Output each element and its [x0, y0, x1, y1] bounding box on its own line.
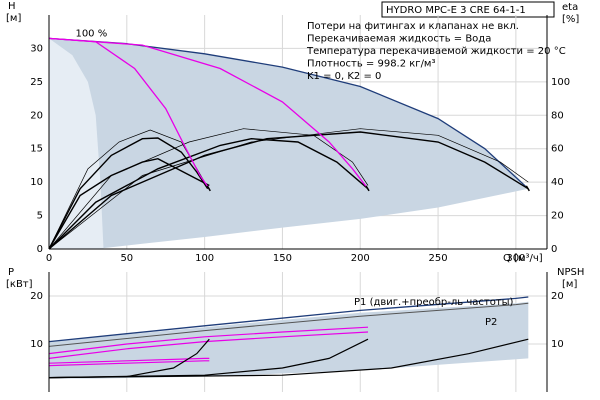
- bottom-y2-tick-label: 10: [551, 339, 564, 350]
- top-y-tick-label: 15: [30, 144, 43, 155]
- head-envelope-light: [49, 38, 104, 250]
- top-y2-tick-label: 60: [551, 144, 564, 155]
- head-thin-curve-2: [48, 128, 529, 250]
- top-y2-tick-label: 100: [551, 77, 570, 88]
- curve-end-0: [206, 185, 211, 192]
- p2-line: [48, 302, 529, 347]
- top-y-tick-label: 5: [37, 211, 43, 222]
- top-y2-tick-label: 80: [551, 110, 564, 121]
- top-y2-tick-label: 0: [551, 244, 557, 255]
- bottom-y2-label-unit: [м]: [562, 279, 577, 290]
- info-text-block: Потери на фитингах и клапанах не вкл. Пер…: [306, 21, 566, 82]
- info-line-2: Температура перекачиваемой жидкости = 20…: [306, 46, 566, 57]
- chart-title: HYDRO MPC-E 3 CRE 64-1-1: [386, 5, 526, 16]
- top-y-tick-label: 10: [30, 177, 43, 188]
- top-y2-tick-label: 20: [551, 211, 564, 222]
- top-x-tick-label: 200: [351, 253, 370, 264]
- info-line-3: Плотность = 998.2 кг/м³: [307, 59, 436, 70]
- top-plot-area: 100 %: [48, 28, 530, 250]
- top-y-tick-label: 0: [37, 244, 43, 255]
- top-y2-label-symbol: eta: [562, 2, 578, 13]
- curve-end-1: [365, 185, 370, 192]
- bottom-y-label-unit: [кВт]: [6, 279, 33, 290]
- top-x-label: Q [м³/ч]: [503, 253, 543, 264]
- head-thin-curve-0: [48, 129, 205, 250]
- head-envelope: [49, 38, 529, 250]
- annotation-100-percent: 100 %: [75, 28, 107, 39]
- bottom-axes: 10 20 10 20 P[кВт] NPSH[м]: [6, 267, 584, 392]
- speed-power-curve-1: [48, 360, 210, 367]
- bottom-plot-area: P1 (двиг.+преобр-ль частоты) P2: [48, 296, 529, 379]
- top-y-label-symbol: H: [8, 1, 16, 12]
- info-line-1: Перекачиваемая жидкость = Вода: [307, 34, 491, 45]
- top-y-tick-label: 25: [30, 77, 43, 88]
- top-y-tick-label: 20: [30, 110, 43, 121]
- efficiency-curve-3: [48, 131, 529, 250]
- top-y-label-unit: [м]: [6, 13, 21, 24]
- top-x-tick-label: 300: [506, 253, 525, 264]
- legend-p2: P2: [485, 317, 497, 328]
- speed-power-curve-3: [48, 331, 369, 359]
- bottom-y2-label-symbol: NPSH: [557, 267, 584, 278]
- p1-line: [48, 296, 529, 343]
- bottom-y-tick-label: 20: [30, 291, 43, 302]
- efficiency-curve-2: [48, 137, 369, 250]
- curve-end-2: [525, 185, 530, 192]
- info-line-4: K1 = 0, K2 = 0: [307, 71, 381, 82]
- speed-curve-1: [48, 37, 369, 190]
- top-x-tick-label: 50: [120, 253, 133, 264]
- black-power-curve-2: [48, 338, 529, 379]
- top-x-tick-label: 150: [273, 253, 292, 264]
- efficiency-curve-1: [48, 157, 210, 250]
- top-x-tick-label: 100: [195, 253, 214, 264]
- speed-power-curve-2: [48, 326, 369, 355]
- top-y2-label-unit: [%]: [562, 14, 579, 25]
- efficiency-curve-0: [48, 137, 209, 250]
- top-x-tick-label: 0: [46, 253, 52, 264]
- title-box: [381, 1, 555, 18]
- top-y-tick-label: 30: [30, 43, 43, 54]
- legend-p1: P1 (двиг.+преобр-ль частоты): [354, 297, 514, 308]
- top-y2-tick-label: 40: [551, 177, 564, 188]
- bottom-y-label-symbol: P: [8, 267, 14, 278]
- bottom-y-tick-label: 10: [30, 339, 43, 350]
- top-x-tick-label: 250: [429, 253, 448, 264]
- bottom-y2-tick-label: 20: [551, 291, 564, 302]
- speed-power-curve-0: [48, 357, 210, 364]
- info-line-0: Потери на фитингах и клапанах не вкл.: [307, 21, 519, 32]
